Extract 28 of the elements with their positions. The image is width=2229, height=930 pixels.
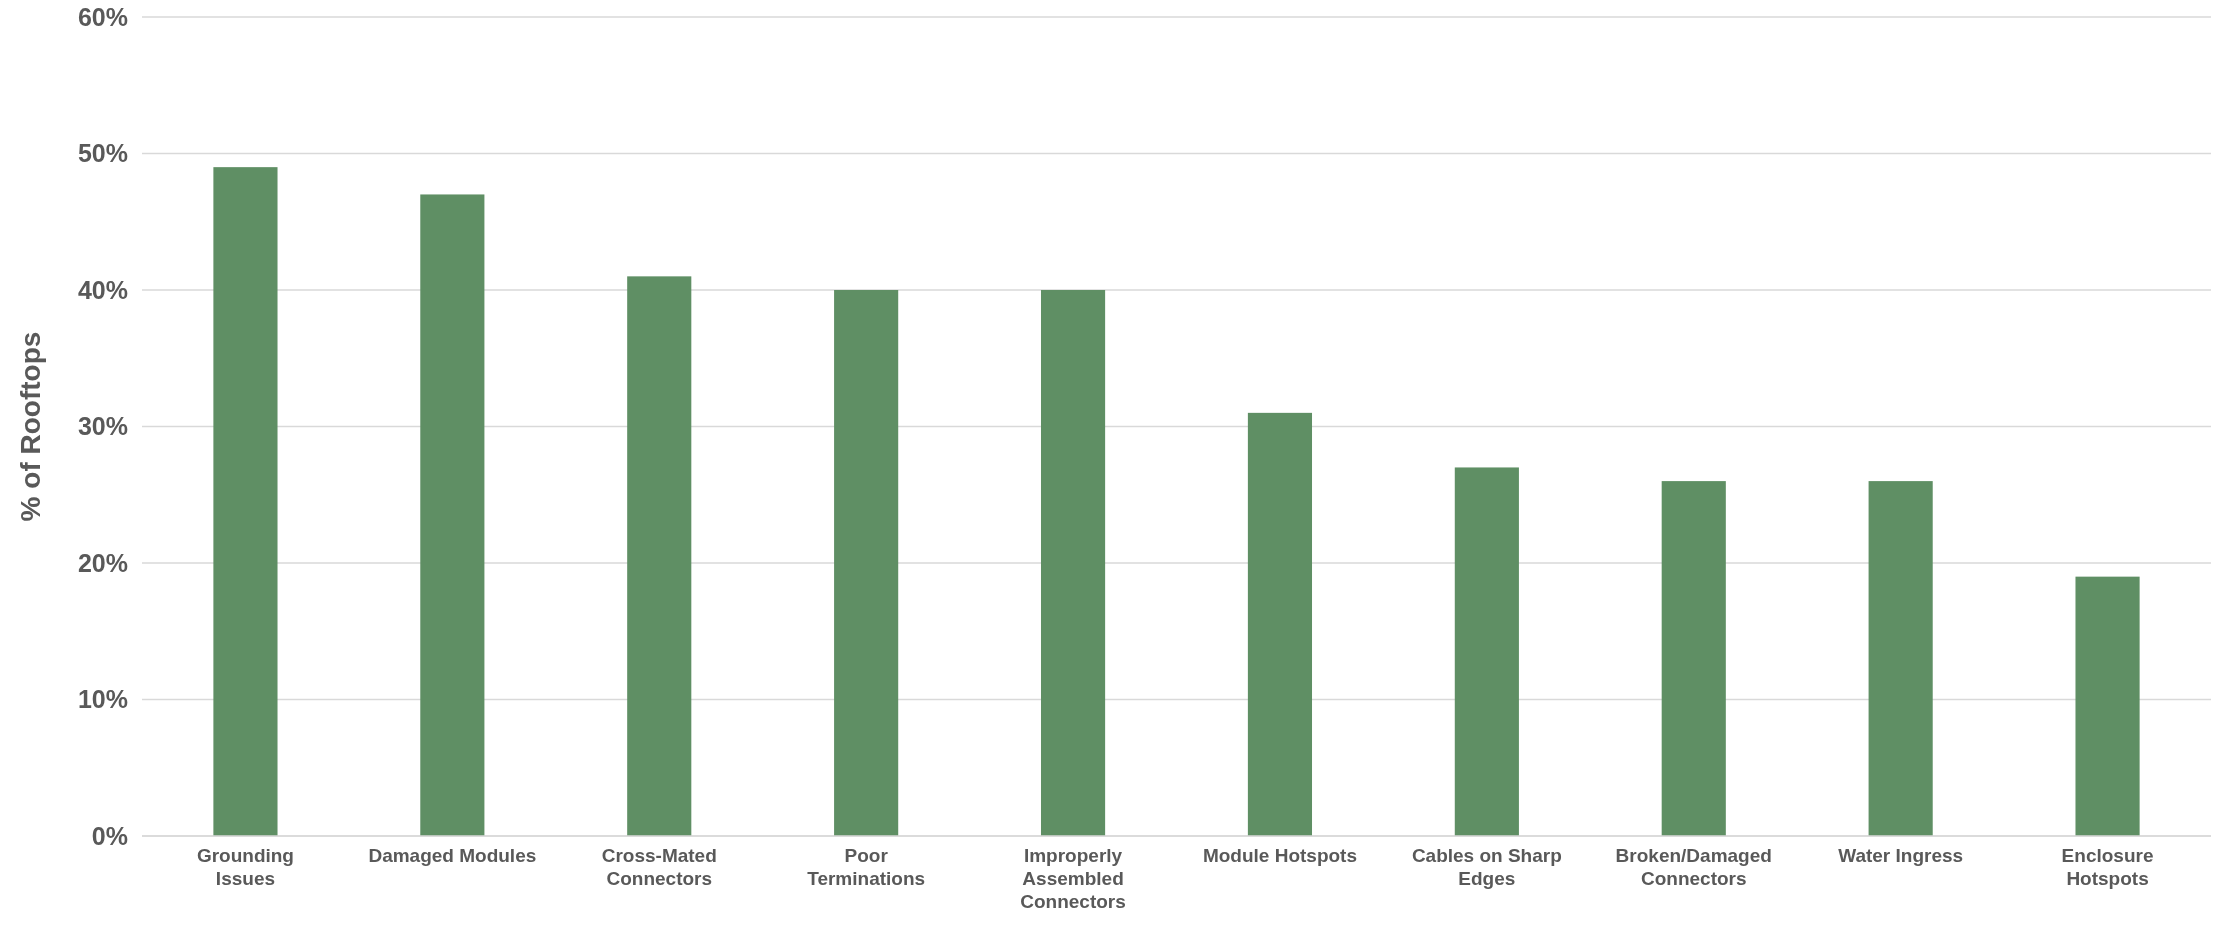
x-tick-label: Enclosure Hotspots	[2061, 845, 2154, 889]
bar	[1868, 481, 1933, 836]
x-tick-label: Improperly Assembled Connectors	[1020, 845, 1126, 912]
bar	[1247, 412, 1313, 836]
x-tick-label: Water Ingress	[1838, 845, 1964, 866]
y-tick-label: 0%	[91, 821, 128, 850]
bar	[627, 276, 692, 836]
x-tick-label: Grounding Issues	[196, 845, 294, 889]
bar	[420, 194, 485, 836]
x-tick-label: Broken/Damaged Connectors	[1615, 845, 1772, 889]
y-tick-label: 10%	[77, 685, 128, 714]
x-tick-label: Damaged Modules	[368, 845, 537, 866]
bar	[1454, 467, 1519, 836]
y-axis-title: % of Rooftops	[14, 331, 46, 522]
bar	[1040, 290, 1106, 836]
x-tick-label: Module Hotspots	[1202, 845, 1357, 866]
y-tick-label: 20%	[77, 548, 128, 577]
y-tick-label: 40%	[77, 275, 128, 304]
y-tick-label: 60%	[77, 2, 128, 31]
x-tick-label: Poor Terminations	[807, 845, 926, 889]
bar	[2075, 576, 2140, 836]
y-tick-label: 30%	[77, 412, 128, 441]
bar	[834, 290, 899, 836]
bar	[1661, 481, 1726, 836]
y-tick-label: 50%	[77, 139, 128, 168]
x-tick-label: Cross-Mated Connectors	[601, 845, 717, 889]
bar	[213, 167, 278, 836]
x-tick-label: Cables on Sharp Edges	[1411, 845, 1562, 889]
